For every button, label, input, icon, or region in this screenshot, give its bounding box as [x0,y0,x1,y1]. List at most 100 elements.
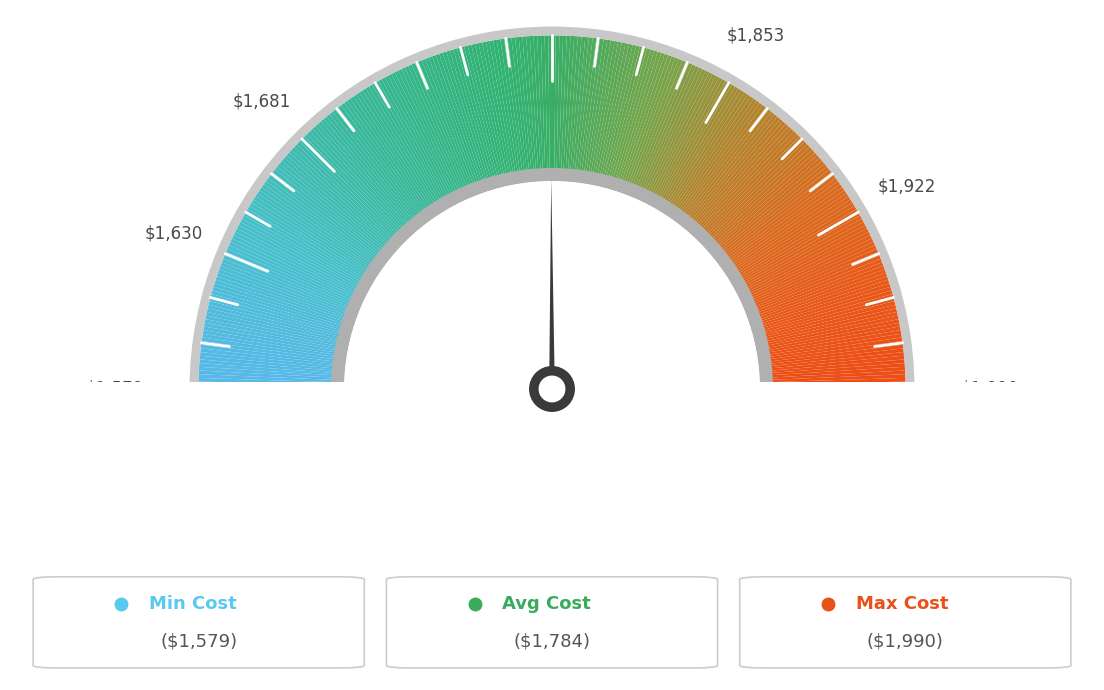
Wedge shape [389,74,453,195]
Wedge shape [264,181,374,262]
Circle shape [344,181,760,597]
Wedge shape [764,301,895,337]
Wedge shape [720,161,825,249]
Wedge shape [392,72,455,194]
Wedge shape [752,241,875,300]
Wedge shape [730,181,840,262]
Wedge shape [715,152,817,244]
Wedge shape [768,334,902,357]
Wedge shape [533,36,543,170]
Wedge shape [615,50,658,180]
Wedge shape [221,262,348,313]
Wedge shape [641,66,699,190]
Wedge shape [282,158,386,248]
Wedge shape [584,39,607,172]
Wedge shape [201,341,335,362]
FancyBboxPatch shape [33,577,364,668]
Wedge shape [287,152,389,244]
Wedge shape [211,290,341,330]
Wedge shape [344,101,425,212]
Wedge shape [200,359,333,373]
Wedge shape [768,330,901,355]
Wedge shape [530,36,541,170]
Wedge shape [573,37,588,171]
Wedge shape [737,199,852,273]
Text: $1,579: $1,579 [85,380,144,398]
Wedge shape [726,175,836,258]
Wedge shape [497,39,520,172]
Text: Avg Cost: Avg Cost [502,595,591,613]
Wedge shape [385,76,450,196]
Wedge shape [646,69,705,192]
Wedge shape [454,48,493,179]
Wedge shape [705,137,802,234]
Wedge shape [755,255,881,308]
Wedge shape [505,38,524,172]
Wedge shape [204,319,337,348]
Wedge shape [360,90,435,205]
Wedge shape [635,61,689,187]
Wedge shape [666,86,739,203]
Wedge shape [302,137,399,234]
Text: $1,630: $1,630 [145,225,203,243]
Wedge shape [752,245,877,302]
Wedge shape [688,112,775,219]
Wedge shape [482,41,511,174]
Wedge shape [756,262,883,313]
Wedge shape [707,139,805,235]
Wedge shape [549,35,552,170]
Wedge shape [763,294,893,333]
Wedge shape [235,228,357,291]
Wedge shape [246,209,363,279]
Wedge shape [599,44,633,175]
Wedge shape [771,359,904,373]
Wedge shape [749,232,870,293]
Wedge shape [664,85,735,201]
Wedge shape [757,266,884,315]
Wedge shape [204,323,337,350]
Wedge shape [199,374,333,382]
Wedge shape [471,44,505,175]
Wedge shape [756,259,882,310]
Wedge shape [593,41,622,174]
Wedge shape [606,46,644,177]
Circle shape [529,366,575,412]
Wedge shape [622,54,668,182]
Wedge shape [457,48,496,178]
Wedge shape [439,52,485,181]
Wedge shape [199,385,332,389]
Wedge shape [199,363,333,375]
Wedge shape [202,334,336,357]
Wedge shape [229,241,352,300]
Wedge shape [331,168,773,389]
Wedge shape [475,43,507,175]
Wedge shape [369,85,440,201]
Wedge shape [262,184,373,264]
Wedge shape [412,63,467,188]
Wedge shape [764,297,894,335]
Wedge shape [767,323,900,350]
Wedge shape [318,121,408,224]
Wedge shape [649,72,712,194]
Wedge shape [268,175,378,258]
Wedge shape [270,172,379,257]
Wedge shape [731,184,842,264]
Wedge shape [255,193,370,270]
Wedge shape [709,141,807,237]
Wedge shape [767,319,900,348]
Text: $1,681: $1,681 [233,93,290,111]
Wedge shape [224,252,350,306]
Wedge shape [214,279,343,324]
Wedge shape [677,99,757,210]
Wedge shape [700,129,794,229]
Wedge shape [237,225,358,289]
Text: $1,922: $1,922 [878,177,936,195]
Wedge shape [500,39,522,172]
Wedge shape [508,38,527,172]
Wedge shape [310,129,404,229]
Wedge shape [211,294,341,333]
Wedge shape [203,326,337,353]
Wedge shape [222,259,348,310]
Text: ($1,784): ($1,784) [513,632,591,650]
Wedge shape [446,50,489,180]
